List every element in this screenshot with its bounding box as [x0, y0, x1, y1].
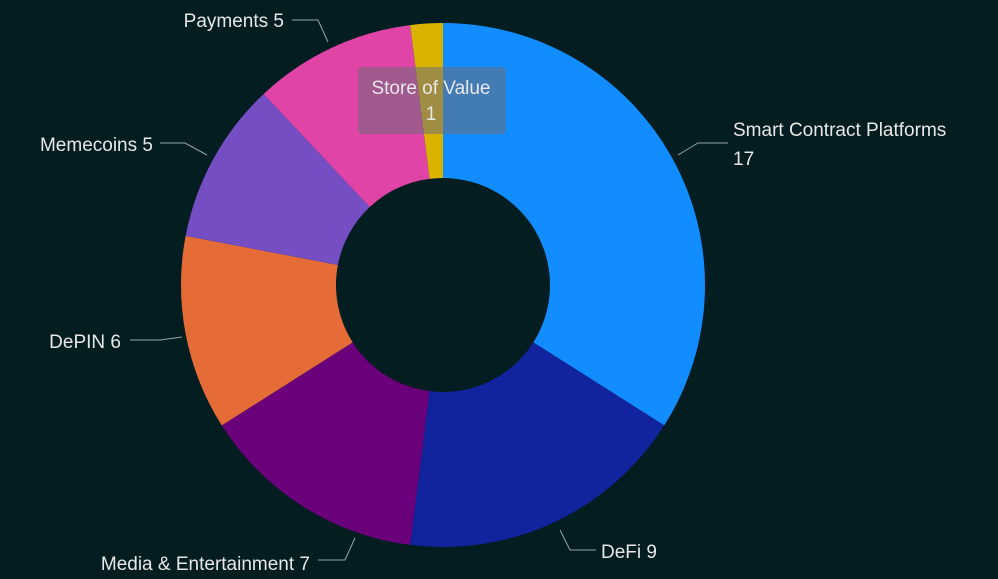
label-value: 9: [641, 542, 657, 563]
leader-line: [318, 537, 356, 561]
slice-label: Media & Entertainment 7: [101, 554, 310, 575]
slice: [221, 342, 430, 545]
leader-line: [677, 142, 728, 156]
slice-label: Payments 5: [184, 11, 284, 32]
leader-line: [130, 336, 183, 341]
slice-label: DePIN 6: [49, 332, 121, 353]
label-value: 5: [137, 135, 153, 156]
slice: [443, 23, 706, 426]
label-name: Payments: [184, 11, 268, 32]
leader-line: [160, 142, 208, 156]
label-value: 6: [105, 332, 121, 353]
tooltip: [358, 67, 506, 134]
label-value: 5: [268, 11, 284, 32]
slice: [185, 94, 370, 265]
leader-line: [559, 529, 596, 551]
slice-label: Memecoins 5: [40, 135, 153, 156]
slice: [410, 342, 665, 548]
tooltip-name: Store of Value: [371, 78, 490, 99]
leader-line: [292, 19, 329, 43]
slice-label: DeFi 9: [601, 542, 657, 563]
label-name: Media & Entertainment: [101, 554, 295, 575]
slice-value: 17: [733, 149, 754, 170]
slice: [180, 235, 353, 426]
label-name: DeFi: [601, 542, 641, 563]
label-value: 7: [294, 554, 310, 575]
slice-label: Smart Contract Platforms: [733, 120, 946, 141]
tooltip-value: 1: [426, 104, 437, 125]
label-name: Memecoins: [40, 135, 137, 156]
label-name: DePIN: [49, 332, 105, 353]
